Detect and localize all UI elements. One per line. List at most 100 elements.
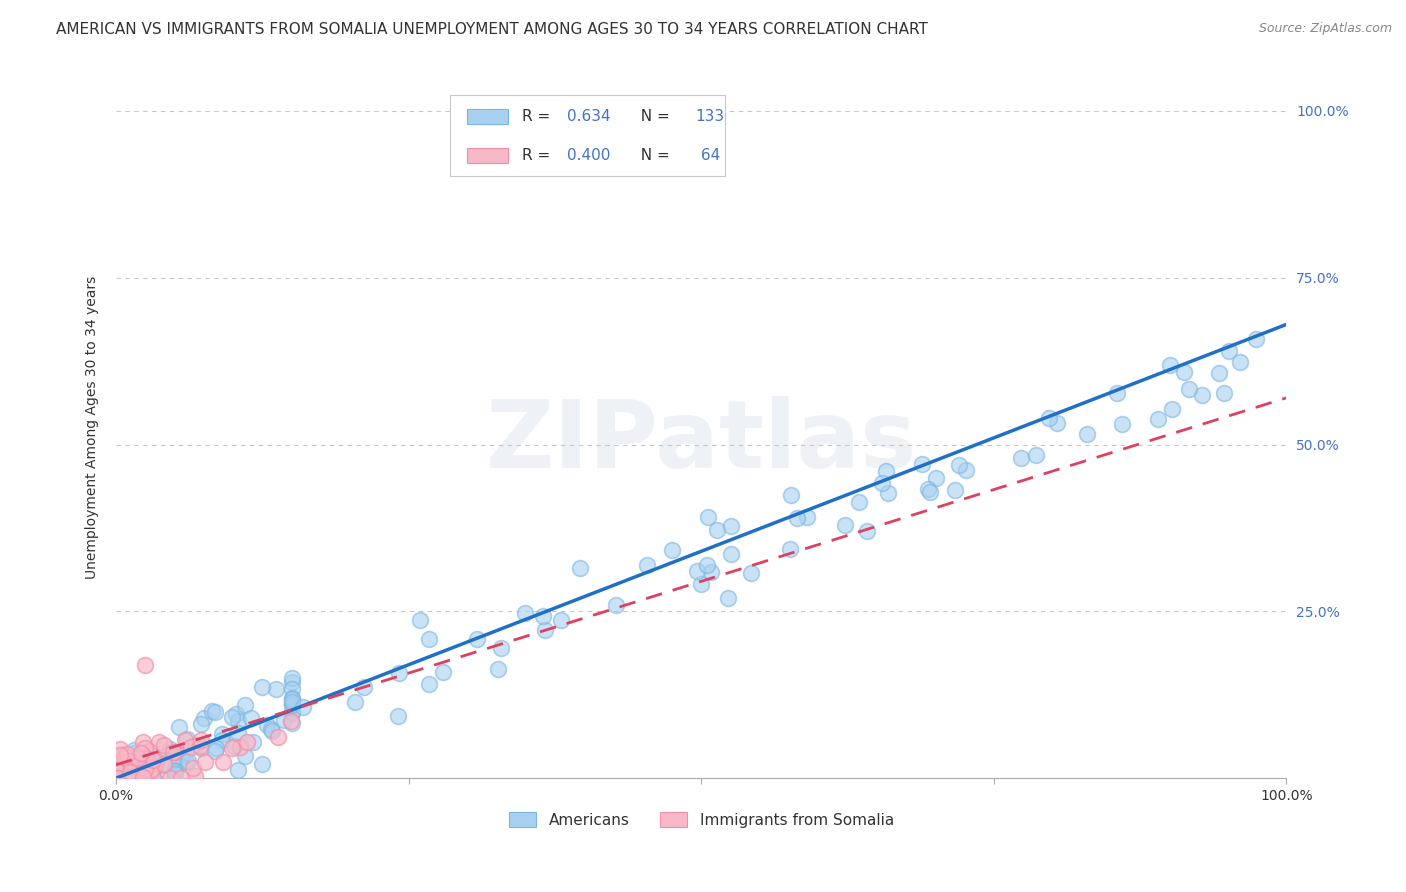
Point xyxy=(1178,383,1201,397)
Point xyxy=(779,541,801,556)
Point xyxy=(706,523,728,537)
Point xyxy=(122,771,145,785)
Point xyxy=(188,739,211,754)
Point xyxy=(153,739,176,753)
Point xyxy=(260,724,283,739)
Y-axis label: Unemployment Among Ages 30 to 34 years: Unemployment Among Ages 30 to 34 years xyxy=(86,277,100,580)
Point xyxy=(141,770,163,784)
Point xyxy=(1045,416,1067,430)
Point xyxy=(190,732,212,747)
Point xyxy=(176,732,198,747)
Point xyxy=(141,771,163,785)
Point xyxy=(486,662,509,676)
Point xyxy=(190,740,212,755)
Point xyxy=(292,699,315,714)
Point xyxy=(925,471,948,485)
Point xyxy=(1107,386,1129,401)
Point xyxy=(280,675,302,690)
Point xyxy=(280,705,302,719)
Point xyxy=(108,741,131,756)
Point xyxy=(796,510,818,524)
Text: Source: ZipAtlas.com: Source: ZipAtlas.com xyxy=(1258,22,1392,36)
Point xyxy=(636,558,658,572)
Text: 0.400: 0.400 xyxy=(567,148,610,162)
Point xyxy=(162,745,184,759)
Point xyxy=(138,758,160,772)
Point xyxy=(432,665,454,679)
Point xyxy=(696,558,718,572)
Point xyxy=(115,747,138,761)
Point xyxy=(720,547,742,561)
Point xyxy=(353,680,375,694)
Point xyxy=(127,769,149,783)
Point xyxy=(418,632,440,647)
Point xyxy=(280,706,302,720)
Point xyxy=(1025,448,1047,462)
Point xyxy=(181,761,204,775)
Point xyxy=(163,767,186,781)
Point xyxy=(696,510,718,524)
Point xyxy=(280,715,302,730)
Point xyxy=(700,565,723,579)
Point xyxy=(108,763,131,777)
FancyBboxPatch shape xyxy=(450,95,724,176)
Point xyxy=(491,641,513,656)
Point xyxy=(280,682,302,697)
Point xyxy=(190,717,212,731)
Point xyxy=(948,458,970,472)
Point xyxy=(212,755,235,769)
Point xyxy=(280,698,302,713)
Point xyxy=(717,591,740,605)
Point xyxy=(149,771,172,785)
Point xyxy=(780,487,803,501)
Point xyxy=(114,757,136,772)
Point xyxy=(134,741,156,756)
Point xyxy=(224,739,246,754)
Point xyxy=(134,762,156,776)
Point xyxy=(409,613,432,627)
Point xyxy=(1208,366,1230,380)
Point xyxy=(142,763,165,777)
Point xyxy=(252,680,274,694)
Point xyxy=(240,711,263,725)
Point xyxy=(531,609,554,624)
Point xyxy=(159,771,181,785)
Point xyxy=(145,756,167,771)
Point xyxy=(177,754,200,768)
Point xyxy=(225,706,247,721)
Text: N =: N = xyxy=(631,148,675,162)
Point xyxy=(280,691,302,706)
Point xyxy=(1076,427,1098,442)
Legend: Americans, Immigrants from Somalia: Americans, Immigrants from Somalia xyxy=(502,805,900,834)
Point xyxy=(107,763,129,777)
Point xyxy=(1218,344,1240,359)
Point xyxy=(108,747,131,762)
Point xyxy=(661,542,683,557)
Point xyxy=(170,748,193,763)
Point xyxy=(229,739,252,754)
Point xyxy=(184,769,207,783)
Point xyxy=(114,748,136,763)
Point xyxy=(152,756,174,771)
Point xyxy=(110,749,132,764)
Point xyxy=(112,757,135,772)
Point xyxy=(233,749,256,764)
Point xyxy=(148,735,170,749)
Point xyxy=(128,771,150,785)
Point xyxy=(1229,354,1251,368)
Point xyxy=(105,763,128,777)
Point xyxy=(256,718,278,732)
Point xyxy=(1161,402,1184,417)
Point xyxy=(221,710,243,724)
Text: R =: R = xyxy=(523,148,555,162)
Point xyxy=(114,751,136,765)
Point xyxy=(145,753,167,767)
Point xyxy=(280,671,302,685)
Point xyxy=(876,485,898,500)
Point xyxy=(1010,450,1032,465)
Point xyxy=(159,742,181,756)
Point xyxy=(124,766,146,780)
Text: 0.634: 0.634 xyxy=(567,109,610,124)
Point xyxy=(834,518,856,533)
Point xyxy=(550,613,572,627)
